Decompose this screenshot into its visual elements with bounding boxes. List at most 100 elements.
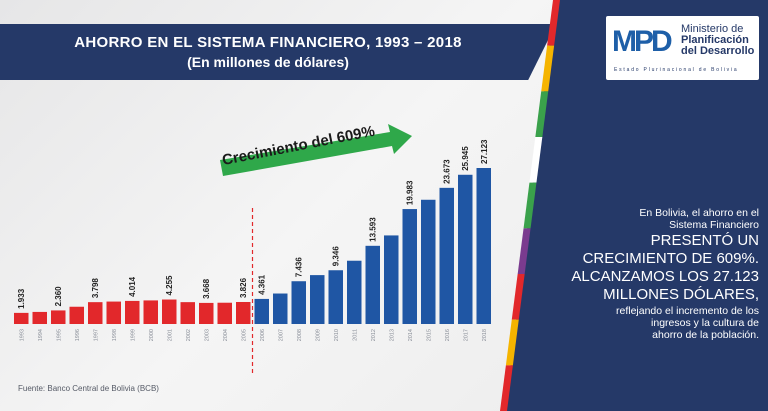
mpd-logo: MPD <box>612 25 673 58</box>
x-tick-label: 2010 <box>334 329 340 341</box>
x-tick-label: 2007 <box>278 329 284 341</box>
chart-title: AHORRO EN EL SISTEMA FINANCIERO, 1993 – … <box>74 34 462 51</box>
data-label: 4.255 <box>165 275 174 296</box>
data-label: 7.436 <box>295 257 304 278</box>
bar-1999 <box>125 300 140 324</box>
data-label: 27.123 <box>480 139 489 164</box>
bar-2007 <box>273 293 288 324</box>
bar-2000 <box>143 300 158 324</box>
x-tick-label: 1995 <box>56 329 62 341</box>
logo-line-1: Ministerio de <box>681 23 744 35</box>
x-tick-label: 2003 <box>204 329 210 341</box>
growth-arrow <box>220 124 412 176</box>
bar-2001 <box>162 299 177 324</box>
logo-subtitle: Estado Plurinacional de Bolivia <box>614 67 739 73</box>
summary-text: En Bolivia, el ahorro en el Sistema Fina… <box>535 207 759 341</box>
x-tick-label: 1994 <box>38 329 44 341</box>
data-label: 3.798 <box>91 278 100 299</box>
data-label: 25.945 <box>461 146 470 171</box>
bar-2006 <box>254 298 269 324</box>
logo-box <box>606 16 759 80</box>
stripe-segment <box>500 365 513 411</box>
data-label: 1.933 <box>17 288 26 309</box>
logo-line-3: del Desarrollo <box>681 45 755 57</box>
bar-2012 <box>365 245 380 324</box>
x-tick-label: 2012 <box>371 329 377 341</box>
bar-2004 <box>217 302 232 324</box>
x-tick-label: 1996 <box>75 329 81 341</box>
data-label: 3.826 <box>239 277 248 298</box>
x-tick-label: 2014 <box>408 329 414 341</box>
summary-line-7: reflejando el incremento de los <box>615 305 759 317</box>
stripe-segment <box>547 0 560 46</box>
data-label: 4.014 <box>128 276 137 297</box>
bar-2016 <box>439 187 454 324</box>
x-tick-label: 1998 <box>112 329 118 341</box>
bar-1994 <box>32 311 47 324</box>
x-tick-label: 2006 <box>260 329 266 341</box>
x-tick-label: 2001 <box>167 329 173 341</box>
summary-line-2: Sistema Financiero <box>669 219 759 231</box>
data-label: 9.346 <box>332 246 341 267</box>
x-tick-label: 2011 <box>352 329 358 341</box>
bar-2017 <box>458 174 473 324</box>
bars <box>14 168 491 324</box>
x-tick-label: 2018 <box>482 329 488 341</box>
x-tick-labels: 1993 1994 1995 1996 1997 1998 1999 2000 2001 2002… <box>19 329 488 341</box>
data-label: 19.983 <box>406 180 415 205</box>
logo-line-2: Planificación <box>681 34 749 46</box>
green-arrow-icon <box>220 124 412 176</box>
summary-line-3: PRESENTÓ UN <box>650 232 759 249</box>
x-tick-label: 2015 <box>426 329 432 341</box>
stripe-segment <box>517 228 531 274</box>
chart-subtitle: (En millones de dólares) <box>187 54 349 70</box>
bar-2002 <box>180 302 195 324</box>
data-label: 3.668 <box>202 278 211 299</box>
data-label: 13.593 <box>369 217 378 242</box>
x-tick-label: 2016 <box>445 329 451 341</box>
summary-line-5: ALCANZAMOS LOS 27.123 <box>571 268 759 285</box>
x-tick-label: 2002 <box>186 329 192 341</box>
stripe-segment <box>505 319 519 366</box>
bar-2003 <box>199 302 214 324</box>
x-tick-label: 2017 <box>463 329 469 341</box>
x-tick-label: 2013 <box>389 329 395 341</box>
bar-1997 <box>88 302 103 324</box>
x-tick-label: 1997 <box>93 329 99 341</box>
x-tick-label: 2000 <box>149 329 155 341</box>
data-label: 2.360 <box>54 286 63 307</box>
bar-2015 <box>421 199 436 324</box>
summary-line-1: En Bolivia, el ahorro en el <box>639 207 759 219</box>
x-tick-label: 1999 <box>130 329 136 341</box>
x-tick-label: 2008 <box>297 329 303 341</box>
summary-line-6: MILLONES DÓLARES, <box>603 286 759 303</box>
bar-2008 <box>291 281 306 324</box>
x-tick-label: 2004 <box>223 329 229 341</box>
bar-1995 <box>51 310 66 324</box>
stripe-segment <box>541 45 555 92</box>
data-label: 23.673 <box>443 159 452 184</box>
title-banner: AHORRO EN EL SISTEMA FINANCIERO, 1993 – … <box>0 24 556 80</box>
bar-1996 <box>69 306 84 324</box>
x-tick-label: 2009 <box>315 329 321 341</box>
bar-2010 <box>328 270 343 324</box>
stripe-segment <box>511 274 525 320</box>
logo-name: Ministerio de Planificación del Desarrol… <box>681 24 757 57</box>
x-tick-label: 2005 <box>241 329 247 341</box>
bar-2018 <box>476 168 491 324</box>
bar-2011 <box>347 260 362 324</box>
x-tick-label: 1993 <box>19 329 25 341</box>
summary-line-8: ingresos y la cultura de <box>651 317 759 329</box>
bar-2013 <box>384 235 399 324</box>
bar-2009 <box>310 275 325 324</box>
source-note: Fuente: Banco Central de Bolivia (BCB) <box>18 384 159 393</box>
bar-2005 <box>236 301 251 324</box>
data-labels: 1.933 2.360 3.798 4.014 4.255 3.668 3.826 4.361… <box>17 139 489 309</box>
data-label: 4.361 <box>258 274 267 295</box>
summary-line-4: CRECIMIENTO DE 609%. <box>582 250 759 267</box>
bar-2014 <box>402 209 417 324</box>
bar-1993 <box>14 312 29 324</box>
bar-1998 <box>106 301 121 324</box>
